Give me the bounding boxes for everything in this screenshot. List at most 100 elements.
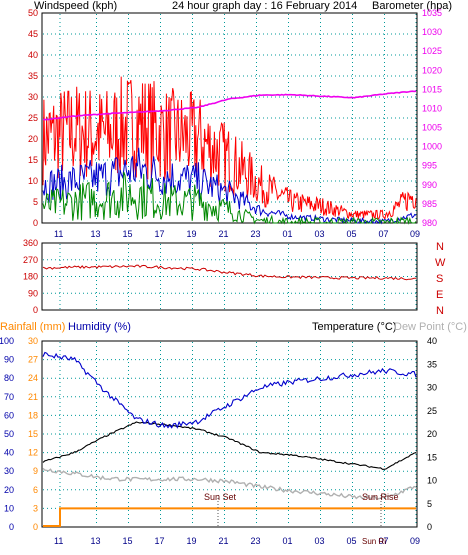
temperature-tick-label: 30 [427, 383, 437, 393]
rainfall-tick-label: 18 [28, 410, 38, 420]
rainfall-tick-label: 12 [28, 448, 38, 458]
barometer-tick-label: 1005 [422, 123, 442, 133]
direction-label-s: S [436, 273, 443, 285]
hour-tick-label: 11 [54, 229, 63, 239]
lower-hour-tick-label: 15 [123, 536, 133, 546]
lower-hour-tick-label: 03 [315, 536, 325, 546]
windspeed-tick-label: 40 [28, 50, 38, 60]
lower-hour-tick-label: 05 [347, 536, 357, 546]
windspeed-tick-label: 20 [28, 134, 38, 144]
humidity-tick-label: 40 [4, 448, 14, 458]
lower-hour-tick-label: 11 [54, 536, 63, 546]
wind-average-series [42, 147, 417, 225]
hour-tick-label: 03 [315, 229, 325, 239]
sunrise-label: Sun Rise [362, 492, 399, 502]
barometer-tick-label: 1025 [422, 46, 442, 56]
hour-tick-label: 21 [219, 229, 229, 239]
rainfall-tick-label: 0 [33, 522, 38, 532]
windspeed-tick-label: 0 [33, 218, 38, 228]
humidity-series [42, 351, 417, 429]
wind-panel-frame [41, 12, 418, 224]
rainfall-tick-label: 9 [33, 466, 38, 476]
dewpoint-series [42, 467, 417, 501]
hour-tick-label: 13 [91, 229, 101, 239]
humidity-tick-label: 90 [4, 355, 14, 365]
lower-hour-tick-label: 01 [283, 536, 293, 546]
hour-tick-label: 01 [283, 229, 293, 239]
lower-hour-tick-label: 23 [251, 536, 261, 546]
graph-title: 24 hour graph day : 16 February 2014 [172, 0, 357, 12]
sunset-label: Sun Set [204, 492, 237, 502]
temperature-tick-label: 35 [427, 359, 437, 369]
wind-gust-series [42, 76, 417, 221]
lower-hour-tick-label: 13 [91, 536, 101, 546]
data-series [42, 76, 417, 527]
lower-hour-tick-label: 19 [187, 536, 197, 546]
temperature-tick-label: 15 [427, 452, 437, 462]
rainfall-series [43, 507, 416, 527]
humidity-tick-label: 10 [4, 503, 14, 513]
windspeed-tick-label: 35 [28, 71, 38, 81]
temperature-tick-label: 0 [427, 522, 432, 532]
humidity-tick-label: 50 [4, 429, 14, 439]
barometer-tick-label: 1020 [422, 65, 442, 75]
direction-tick-label: 270 [23, 255, 38, 265]
dewpoint-axis-title: Dew Point (°C) [394, 321, 467, 333]
hour-tick-label: 23 [251, 229, 261, 239]
direction-label-n-top: N [436, 241, 444, 253]
hour-tick-label: 17 [155, 229, 165, 239]
temperature-series [42, 421, 417, 470]
temperature-panel-frame [41, 340, 418, 528]
barometer-tick-label: 1035 [422, 8, 442, 18]
humidity-tick-label: 100 [0, 336, 14, 346]
humidity-tick-label: 0 [9, 522, 14, 532]
temperature-axis-title: Temperature (°C) [312, 321, 396, 333]
direction-label-w: W [435, 257, 446, 269]
direction-label-e: E [436, 289, 443, 301]
lower-hour-tick-label: 17 [155, 536, 165, 546]
humidity-tick-label: 30 [4, 466, 14, 476]
barometer-tick-label: 990 [422, 180, 437, 190]
temperature-tick-label: 5 [427, 499, 432, 509]
temperature-tick-label: 20 [427, 429, 437, 439]
windspeed-tick-label: 30 [28, 92, 38, 102]
wind-lull-series [42, 171, 417, 225]
barometer-tick-label: 995 [422, 161, 437, 171]
rainfall-tick-label: 21 [28, 392, 38, 402]
direction-tick-label: 0 [33, 305, 38, 315]
rainfall-tick-label: 27 [28, 355, 38, 365]
barometer-tick-label: 1015 [422, 84, 442, 94]
windspeed-axis-title: Windspeed (kph) [34, 0, 117, 12]
windspeed-tick-label: 10 [28, 176, 38, 186]
hour-tick-label: 15 [123, 229, 133, 239]
rainfall-tick-label: 3 [33, 503, 38, 513]
rainfall-tick-label: 24 [28, 373, 38, 383]
humidity-tick-label: 70 [4, 392, 14, 402]
grid-lines [43, 14, 417, 526]
windspeed-tick-label: 15 [28, 155, 38, 165]
barometer-tick-label: 985 [422, 199, 437, 209]
windspeed-tick-label: 45 [28, 29, 38, 39]
windspeed-tick-label: 5 [33, 197, 38, 207]
barometer-tick-label: 1030 [422, 27, 442, 37]
direction-tick-label: 360 [23, 238, 38, 248]
humidity-tick-label: 80 [4, 373, 14, 383]
hour-tick-label: 07 [379, 229, 389, 239]
windspeed-tick-label: 50 [28, 8, 38, 18]
temperature-tick-label: 10 [427, 476, 437, 486]
barometer-tick-label: 1010 [422, 103, 442, 113]
rainfall-tick-label: 6 [33, 485, 38, 495]
hour-tick-label: 05 [347, 229, 357, 239]
direction-tick-label: 90 [28, 288, 38, 298]
lower-hour-tick-label: 21 [219, 536, 229, 546]
direction-label-n-bottom: N [436, 305, 444, 317]
temperature-tick-label: 25 [427, 406, 437, 416]
barometer-axis-title: Barometer (hpa) [372, 0, 452, 12]
barometer-tick-label: 980 [422, 218, 437, 228]
humidity-tick-label: 20 [4, 485, 14, 495]
hour-tick-label: 19 [187, 229, 197, 239]
barometer-tick-label: 1000 [422, 142, 442, 152]
direction-panel-frame [41, 242, 418, 311]
